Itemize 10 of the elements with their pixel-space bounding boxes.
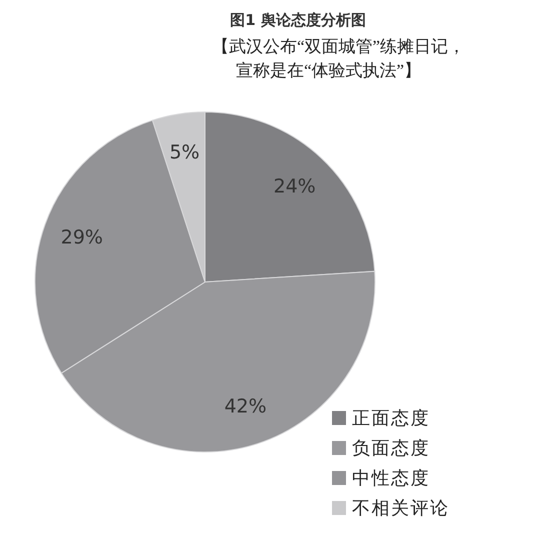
data-label: 42% [224, 395, 267, 418]
legend-label: 中性态度 [352, 468, 430, 488]
data-label: 29% [60, 226, 103, 249]
chart-subtitle: 【武汉公布“双面城管”练摊日记，宣称是在“体验式执法”】 [212, 37, 466, 80]
chart-title: 图1 舆论态度分析图 [230, 11, 366, 29]
legend-label: 负面态度 [352, 438, 430, 458]
legend-label: 不相关评论 [352, 498, 450, 518]
legend-label: 正面态度 [352, 408, 430, 428]
data-label: 5% [169, 142, 200, 164]
data-label: 24% [273, 176, 316, 198]
